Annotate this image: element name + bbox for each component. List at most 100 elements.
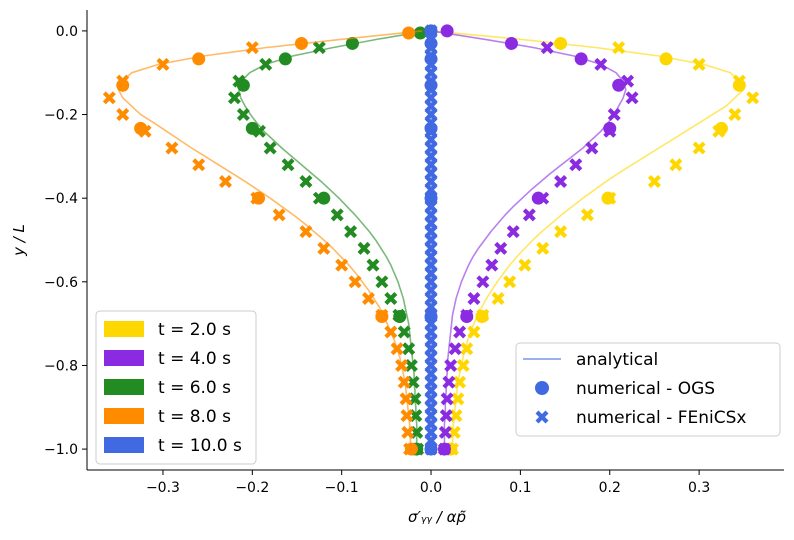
- fenicsx-marker: [438, 425, 452, 439]
- fenicsx-marker: [330, 208, 344, 222]
- fenicsx-marker: [384, 292, 398, 306]
- fenicsx-marker: [603, 124, 617, 138]
- fenicsx-marker: [607, 108, 621, 122]
- marker-legend-label: analytical: [576, 350, 658, 370]
- fenicsx-marker: [625, 91, 639, 105]
- time-legend-swatch: [104, 379, 144, 395]
- x-tick-label: 0.3: [688, 480, 710, 496]
- fenicsx-marker: [397, 325, 411, 339]
- fenicsx-marker: [453, 325, 467, 339]
- fenicsx-marker: [647, 174, 661, 188]
- ogs-marker: [294, 36, 308, 50]
- fenicsx-marker: [554, 174, 568, 188]
- fenicsx-marker: [357, 241, 371, 255]
- fenicsx-marker: [491, 292, 505, 306]
- ogs-marker: [345, 36, 359, 50]
- fenicsx-marker: [506, 225, 520, 239]
- x-tick-label: −0.3: [146, 480, 180, 496]
- fenicsx-marker: [403, 442, 417, 456]
- ogs-marker: [413, 26, 427, 40]
- plot-area: [102, 24, 760, 456]
- fenicsx-marker: [536, 191, 550, 205]
- fenicsx-marker: [375, 275, 389, 289]
- fenicsx-marker: [444, 358, 458, 372]
- fenicsx-marker: [437, 442, 451, 456]
- fenicsx-marker: [299, 174, 313, 188]
- fenicsx-marker: [439, 409, 453, 423]
- fenicsx-marker: [138, 124, 152, 138]
- ogs-marker: [192, 52, 206, 66]
- fenicsx-marker: [456, 358, 470, 372]
- fenicsx-marker: [440, 392, 454, 406]
- fenicsx-marker: [467, 292, 481, 306]
- fenicsx-marker: [165, 141, 179, 155]
- fenicsx-marker: [400, 409, 414, 423]
- fenicsx-marker: [621, 74, 635, 88]
- fenicsx-marker: [227, 91, 241, 105]
- y-tick-label: −0.4: [44, 191, 78, 207]
- ogs-marker: [612, 78, 626, 92]
- fenicsx-marker: [485, 258, 499, 272]
- fenicsx-marker: [236, 108, 250, 122]
- fenicsx-marker: [603, 191, 617, 205]
- ogs-marker: [245, 121, 259, 135]
- marker-legend-frame: [515, 342, 781, 437]
- fenicsx-marker: [503, 275, 517, 289]
- y-tick-label: −1.0: [44, 442, 78, 458]
- fenicsx-marker: [116, 74, 130, 88]
- time-legend: t = 2.0 s t = 4.0 s t = 6.0 s t = 8.0 s t = …: [95, 310, 257, 465]
- fenicsx-marker: [250, 191, 264, 205]
- fenicsx-marker: [399, 392, 413, 406]
- y-axis-ticks: 0.0 −0.2 −0.4 −0.6 −0.8 −1.0: [44, 24, 87, 458]
- fenicsx-marker: [401, 425, 415, 439]
- fenicsx-marker: [404, 358, 418, 372]
- fenicsx-marker: [522, 208, 536, 222]
- y-tick-label: 0.0: [56, 24, 78, 40]
- ogs-marker: [402, 26, 416, 40]
- y-axis-label: y / L: [10, 224, 28, 257]
- series-t-4-0: [430, 24, 639, 456]
- time-legend-swatch: [104, 350, 144, 366]
- ogs-marker: [574, 52, 588, 66]
- fenicsx-marker: [361, 292, 375, 306]
- y-tick-label: −0.8: [44, 358, 78, 374]
- fenicsx-marker: [692, 57, 706, 71]
- fenicsx-marker: [746, 91, 760, 105]
- marker-legend: analytical numerical - OGS numerical - FEn…: [515, 342, 781, 437]
- time-legend-swatch: [104, 437, 144, 453]
- fenicsx-marker: [580, 208, 594, 222]
- fenicsx-marker: [232, 74, 246, 88]
- fenicsx-marker: [263, 141, 277, 155]
- fenicsx-marker: [424, 442, 438, 456]
- y-tick-label: −0.6: [44, 275, 78, 291]
- fenicsx-marker: [669, 158, 683, 172]
- fenicsx-marker: [102, 91, 116, 105]
- fenicsx-marker: [448, 342, 462, 356]
- y-tick-label: −0.2: [44, 108, 78, 124]
- fenicsx-marker: [335, 258, 349, 272]
- fenicsx-marker: [366, 258, 380, 272]
- fenicsx-marker: [536, 241, 550, 255]
- fenicsx-marker: [453, 375, 467, 389]
- fenicsx-marker: [554, 225, 568, 239]
- fenicsx-marker: [390, 342, 404, 356]
- time-legend-frame: [95, 310, 257, 465]
- fenicsx-marker: [392, 308, 406, 322]
- x-tick-label: −0.2: [235, 480, 269, 496]
- fenicsx-marker: [712, 124, 726, 138]
- fenicsx-marker: [494, 241, 508, 255]
- fenicsx-marker: [442, 375, 456, 389]
- x-tick-label: 0.0: [420, 480, 442, 496]
- legend-circle-icon: [535, 381, 549, 395]
- series-t-8-0: [102, 26, 423, 456]
- time-legend-label: t = 2.0 s: [158, 320, 231, 340]
- time-legend-swatch: [104, 321, 144, 337]
- fenicsx-marker: [317, 241, 331, 255]
- fenicsx-marker: [540, 41, 554, 55]
- fenicsx-marker: [395, 358, 409, 372]
- time-legend-swatch: [104, 408, 144, 424]
- fenicsx-marker: [281, 158, 295, 172]
- series-t-10-0: [424, 24, 438, 456]
- fenicsx-marker: [569, 158, 583, 172]
